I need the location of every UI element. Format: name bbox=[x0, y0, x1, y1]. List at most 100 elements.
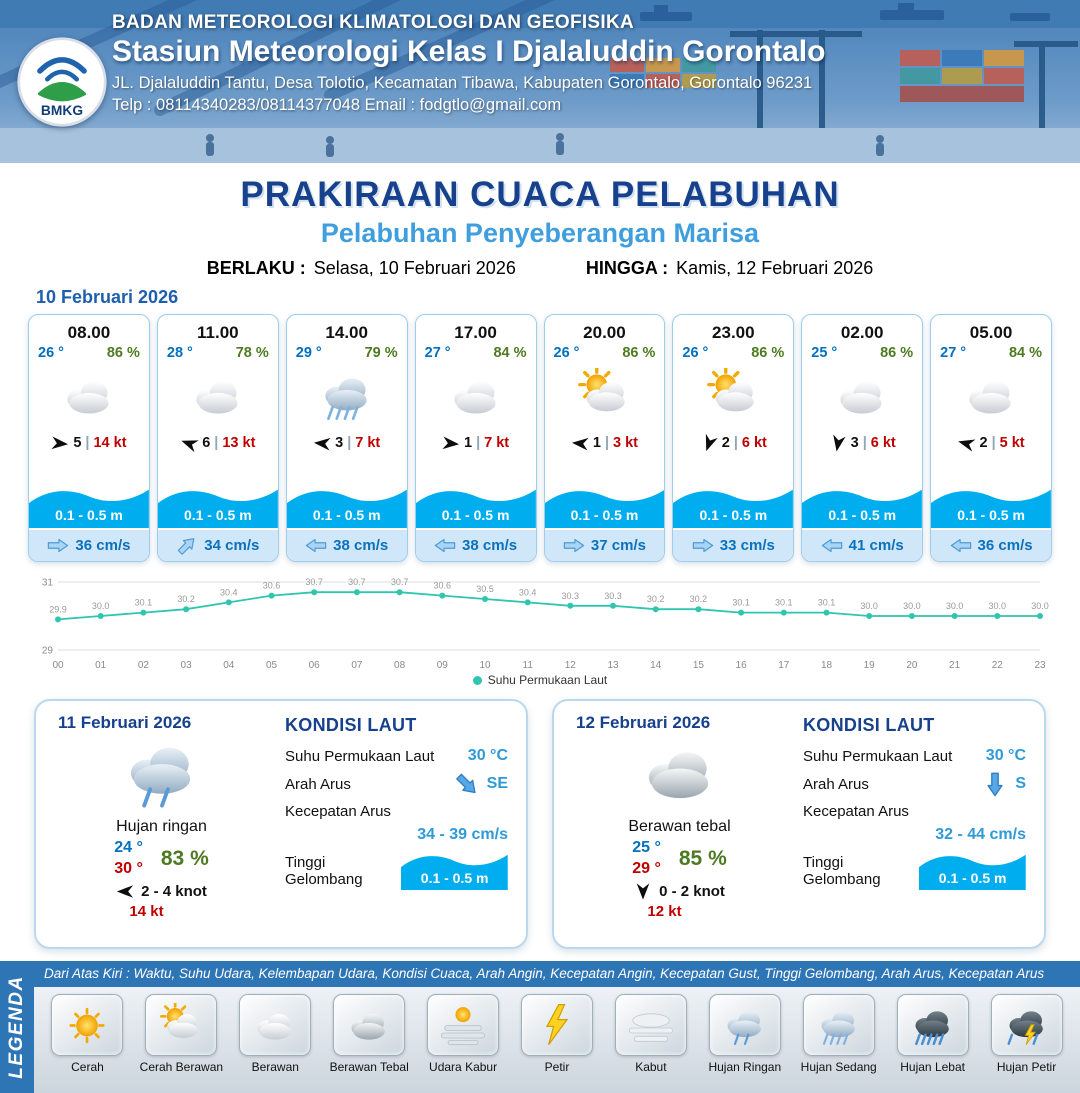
wave-height-band: 0.1 - 0.5 m bbox=[401, 846, 508, 890]
hujan-lebat-icon bbox=[914, 1010, 949, 1045]
legend-item: Hujan Lebat bbox=[887, 994, 978, 1074]
wind-speed: 5 bbox=[73, 435, 82, 451]
wave-height-band: 0.1 - 0.5 m bbox=[931, 480, 1051, 528]
daily-date: 12 Februari 2026 bbox=[576, 713, 711, 732]
legend-weather-icon bbox=[239, 994, 312, 1056]
legend-item-label: Cerah Berawan bbox=[139, 1060, 224, 1074]
daily-wind-row: 0 - 2 knot bbox=[634, 883, 725, 900]
daily-weather-icon bbox=[628, 733, 732, 818]
wind-row: 3 | 7 kt bbox=[287, 431, 407, 455]
legend-weather-icon bbox=[614, 994, 687, 1056]
weather-icon bbox=[545, 361, 665, 431]
svg-text:30.0: 30.0 bbox=[946, 601, 964, 611]
current-direction-icon bbox=[821, 538, 843, 553]
daily-summary-row: 11 Februari 2026 Hujan ringan 24 ° 30 ° … bbox=[0, 687, 1080, 949]
legend-items: Cerah Cerah Berawan Berawan Berawan Teba… bbox=[34, 987, 1080, 1093]
current-row: 36 cm/s bbox=[29, 528, 149, 561]
current-speed: 38 cm/s bbox=[462, 537, 518, 554]
svg-text:30.1: 30.1 bbox=[818, 598, 836, 608]
air-temperature: 26 ° bbox=[553, 345, 580, 361]
svg-text:30.1: 30.1 bbox=[732, 598, 750, 608]
legend-item-label: Hujan Sedang bbox=[800, 1060, 877, 1074]
svg-text:29: 29 bbox=[42, 646, 54, 657]
legend-main: Dari Atas Kiri : Waktu, Suhu Udara, Kele… bbox=[34, 961, 1080, 1093]
current-row: 33 cm/s bbox=[673, 528, 794, 561]
wave-icon bbox=[415, 489, 536, 528]
wind-separator: | bbox=[476, 435, 481, 451]
daily-wind-direction-icon bbox=[116, 884, 134, 899]
svg-text:30.6: 30.6 bbox=[434, 581, 452, 591]
hujan-petir-icon bbox=[1007, 1010, 1043, 1045]
current-arrow-icon bbox=[987, 772, 1003, 796]
daily-temps: 25 ° 29 ° bbox=[632, 839, 661, 878]
wind-speed: 3 bbox=[850, 435, 859, 451]
station-address: JL. Djalaluddin Tantu, Desa Tolotio, Kec… bbox=[112, 74, 813, 92]
svg-text:30.0: 30.0 bbox=[1031, 601, 1049, 611]
daily-panel: 12 Februari 2026 Berawan tebal 25 ° 29 °… bbox=[552, 699, 1046, 949]
humidity: 86 % bbox=[106, 345, 140, 361]
bmkg-logo: BMKG bbox=[16, 36, 108, 128]
daily-temp-humidity: 24 ° 30 ° 83 % bbox=[114, 839, 209, 878]
daily-left: 11 Februari 2026 Hujan ringan 24 ° 30 ° … bbox=[54, 713, 269, 937]
wind-row: 6 | 13 kt bbox=[158, 431, 278, 455]
svg-text:08: 08 bbox=[394, 660, 406, 671]
wave-value: 0.1 - 0.5 m bbox=[420, 870, 489, 886]
sst-chart: 31 29 29.9 00 30.0 01 30.1 02 30.2 03 30.4 04 30.6 05… bbox=[0, 562, 1080, 687]
current-dir-arrow-icon bbox=[454, 773, 480, 793]
wind-direction-icon bbox=[957, 436, 976, 452]
forecast-time: 14.00 bbox=[325, 323, 368, 342]
current-dir-row: Arah Arus SE bbox=[285, 773, 508, 793]
svg-text:17: 17 bbox=[778, 660, 790, 671]
wind-speed: 1 bbox=[463, 435, 473, 451]
daily-wind-row: 2 - 4 knot bbox=[116, 883, 207, 900]
current-dir-value: SE bbox=[486, 775, 508, 792]
forecast-time: 08.00 bbox=[67, 323, 111, 342]
wind-direction-icon bbox=[313, 436, 331, 451]
current-direction-icon bbox=[434, 538, 456, 553]
wave-height: 0.1 - 0.5 m bbox=[183, 507, 252, 523]
wave-row: Tinggi Gelombang 0.1 - 0.5 m bbox=[285, 852, 508, 890]
svg-text:07: 07 bbox=[351, 660, 363, 671]
wind-arrow-icon bbox=[116, 885, 134, 898]
legend-item-label: Berawan bbox=[251, 1060, 299, 1074]
forecast-time: 11.00 bbox=[197, 323, 239, 342]
wind-speed: 6 bbox=[202, 435, 211, 451]
wind-speed: 3 bbox=[335, 435, 344, 451]
kondisi-laut: KONDISI LAUT Suhu Permukaan Laut 30 °C A… bbox=[269, 713, 508, 937]
berawan-tebal-icon bbox=[351, 1013, 386, 1040]
validity-line: BERLAKU : Selasa, 10 Februari 2026 HINGG… bbox=[0, 258, 1080, 279]
wave-height: 0.1 - 0.5 m bbox=[828, 507, 897, 523]
wind-row: 2 | 6 kt bbox=[673, 431, 793, 455]
current-speed-value: 34 - 39 cm/s bbox=[417, 826, 508, 843]
wind-direction-icon bbox=[180, 436, 199, 452]
wind-separator: | bbox=[214, 435, 219, 451]
daily-humidity: 83 % bbox=[160, 846, 209, 870]
svg-text:29.9: 29.9 bbox=[49, 604, 67, 614]
daily-left: 12 Februari 2026 Berawan tebal 25 ° 29 °… bbox=[572, 713, 787, 937]
legend-item-label: Berawan Tebal bbox=[329, 1060, 409, 1074]
svg-text:30.0: 30.0 bbox=[860, 601, 878, 611]
legend-section: LEGENDA Dari Atas Kiri : Waktu, Suhu Uda… bbox=[0, 961, 1080, 1093]
berlaku-label: BERLAKU : bbox=[206, 258, 306, 278]
forecast-time: 17.00 bbox=[454, 323, 497, 342]
legend-weather-icon bbox=[708, 994, 781, 1056]
wind-arrow-icon bbox=[958, 439, 976, 452]
gust-speed: 7 kt bbox=[484, 435, 510, 451]
wind-direction-icon bbox=[571, 436, 589, 451]
temp-humidity-row: 27 ° 84 % bbox=[931, 343, 1051, 361]
kondisi-laut-title: KONDISI LAUT bbox=[285, 715, 417, 735]
current-dir-row: Arah Arus S bbox=[803, 772, 1026, 796]
bmkg-logo-icon: BMKG bbox=[17, 36, 107, 127]
svg-text:30.7: 30.7 bbox=[391, 577, 409, 587]
cerah-icon bbox=[69, 1007, 106, 1043]
legend-item: Kabut bbox=[605, 994, 696, 1074]
berawan-icon bbox=[67, 381, 109, 414]
weather-icon bbox=[673, 361, 793, 431]
wind-direction-icon bbox=[51, 436, 69, 451]
wave-label: Tinggi Gelombang bbox=[285, 854, 363, 888]
weather-icon bbox=[287, 361, 407, 431]
air-temperature: 26 ° bbox=[38, 345, 64, 361]
wave-height: 0.1 - 0.5 m bbox=[699, 507, 768, 523]
svg-text:02: 02 bbox=[138, 660, 150, 671]
legend-item: Cerah bbox=[42, 994, 133, 1074]
